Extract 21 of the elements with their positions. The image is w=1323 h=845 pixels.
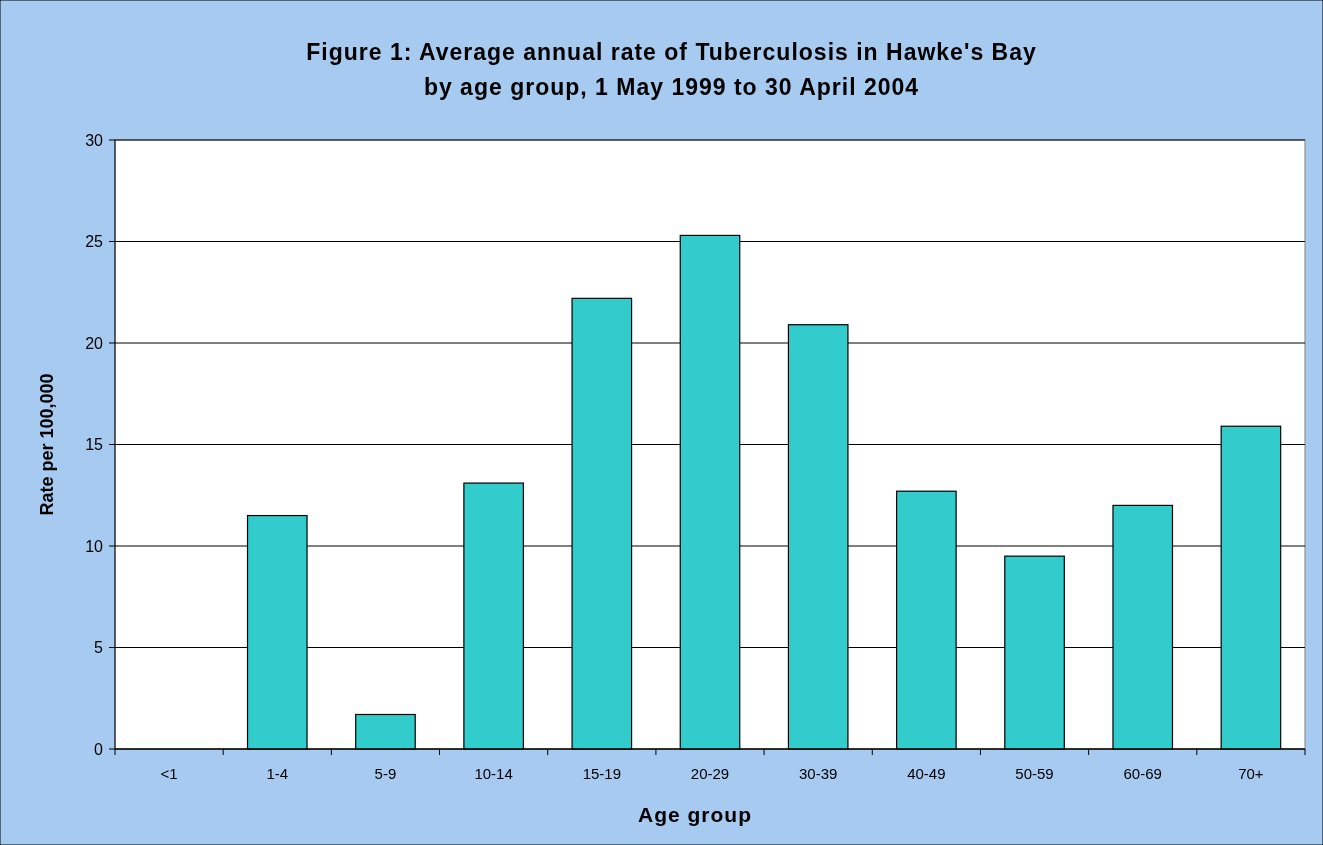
x-tick-label: 30-39 [798,765,838,782]
x-tick-label: 60-69 [1123,765,1162,782]
chart-title: Figure 1: Average annual rate of Tuberculosis in Hawke's Bay by age group, 1 May 1999 to 30 April 2004 [306,39,1037,100]
x-tick-label: 15-19 [582,765,622,782]
x-axis-title: Age group [638,803,752,826]
x-tick-label: <1 [160,765,178,782]
x-tick-label: 5-9 [374,765,397,782]
y-tick-label: 5 [94,639,104,657]
y-tick-label: 10 [85,537,104,555]
y-axis-title: Rate per 100,000 [37,373,57,516]
y-tick-label: 25 [85,233,104,251]
x-tick-label: 1-4 [266,765,289,782]
y-tick-label: 15 [85,436,104,454]
x-tick-label: 10-14 [474,765,513,782]
x-tick-label: 20-29 [690,765,730,782]
x-tick-label: 40-49 [907,765,946,782]
y-tick-label: 0 [94,740,104,758]
x-tick-label: 50-59 [1015,765,1054,782]
x-tick-label: 70+ [1238,765,1264,782]
y-tick-label: 30 [85,131,104,149]
y-tick-label: 20 [85,334,104,352]
